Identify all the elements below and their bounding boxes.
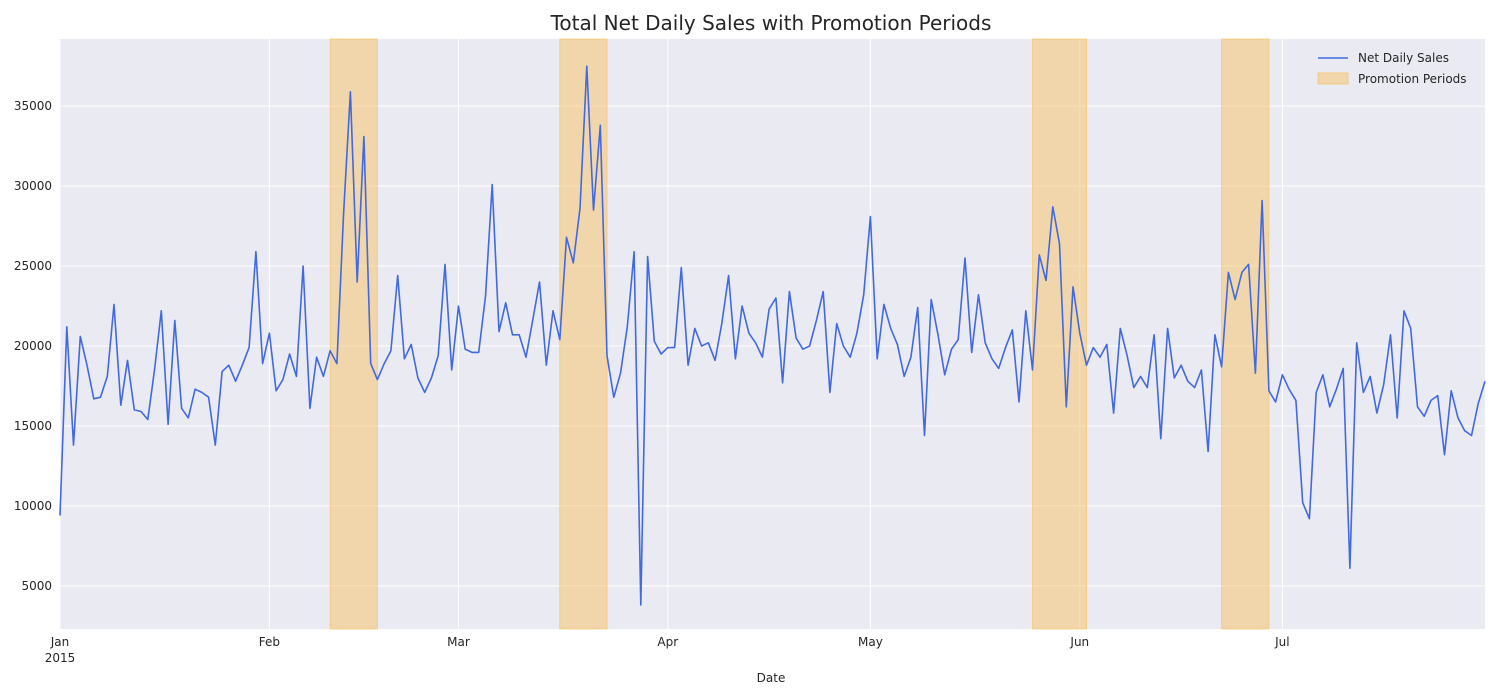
legend: Net Daily Sales Promotion Periods xyxy=(1317,51,1467,86)
x-tick-label: Feb xyxy=(259,635,280,649)
legend-label-net-daily-sales: Net Daily Sales xyxy=(1358,51,1449,65)
y-tick-label: 15000 xyxy=(14,419,52,433)
x-tick-sublabel: 2015 xyxy=(45,651,76,665)
promotion-period-band xyxy=(1221,38,1270,630)
y-tick-label: 10000 xyxy=(14,499,52,513)
legend-label-promotion-periods: Promotion Periods xyxy=(1358,72,1467,86)
plot-background xyxy=(60,39,1485,629)
x-axis-ticks: Jan 2015 Feb Mar Apr May Jun Jul xyxy=(45,635,1290,665)
y-tick-label: 35000 xyxy=(14,99,52,113)
y-tick-label: 5000 xyxy=(21,579,52,593)
x-tick-label: Jun xyxy=(1069,635,1089,649)
x-tick-label: Mar xyxy=(447,635,470,649)
legend-promo-swatch xyxy=(1317,72,1349,85)
y-axis-ticks: 5000 10000 15000 20000 25000 30000 35000 xyxy=(14,99,52,593)
y-tick-label: 30000 xyxy=(14,179,52,193)
x-tick-label: Jan xyxy=(50,635,70,649)
x-tick-label: Jul xyxy=(1274,635,1289,649)
x-tick-label: May xyxy=(858,635,883,649)
y-tick-label: 20000 xyxy=(14,339,52,353)
y-tick-label: 25000 xyxy=(14,259,52,273)
promotion-period-band xyxy=(1032,38,1088,630)
x-axis-label: Date xyxy=(757,671,786,685)
chart-title: Total Net Daily Sales with Promotion Per… xyxy=(550,11,992,35)
x-tick-label: Apr xyxy=(657,635,678,649)
series-line-net-daily-sales xyxy=(59,65,1486,606)
series-layer xyxy=(59,65,1486,606)
